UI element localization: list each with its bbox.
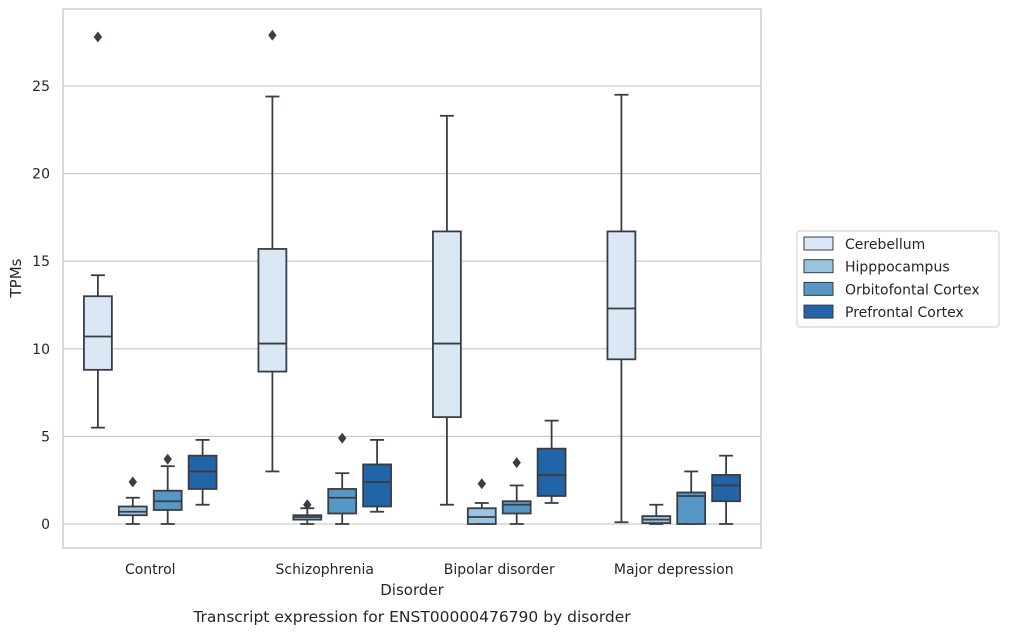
- legend: Cerebellum Hipppocampus Orbitofontal Corte…: [796, 230, 1000, 328]
- outlier-point: [512, 457, 521, 469]
- box-cerebellum: [257, 29, 288, 473]
- box-prefrontal-cortex: [187, 439, 218, 506]
- chart-caption: Transcript expression for ENST0000047679…: [192, 608, 631, 626]
- box-cerebellum: [606, 93, 637, 524]
- legend-swatch: [803, 259, 834, 274]
- outlier-point: [268, 29, 277, 41]
- plot-area-frame: [62, 8, 762, 549]
- outlier-point: [93, 31, 103, 43]
- iqr-box: [362, 463, 392, 508]
- x-axis-ticks: Control Schizophrenia Bipolar disorder Majo…: [125, 562, 734, 578]
- outlier-point: [303, 499, 312, 511]
- iqr-box: [676, 491, 707, 525]
- box-orbitofontal-cortex: [152, 453, 183, 525]
- iqr-box: [536, 447, 567, 497]
- box-hipppocampus: [641, 503, 672, 525]
- outlier-point: [477, 478, 486, 490]
- box-hipppocampus: [292, 499, 323, 525]
- x-tick-label: Schizophrenia: [276, 562, 374, 578]
- outlier-point: [338, 432, 347, 444]
- iqr-box: [257, 248, 288, 373]
- legend-label: Orbitofontal Cortex: [845, 282, 980, 298]
- iqr-box: [711, 474, 741, 503]
- iqr-box: [501, 500, 532, 515]
- box-cerebellum: [83, 31, 113, 429]
- legend-label: Cerebellum: [845, 237, 925, 253]
- x-tick-label: Major depression: [614, 562, 734, 578]
- y-axis-title: TPMs: [7, 258, 25, 298]
- y-tick-label: 15: [32, 254, 50, 270]
- outlier-point: [163, 453, 172, 465]
- legend-label: Prefrontal Cortex: [845, 305, 964, 321]
- y-tick-label: 0: [41, 517, 50, 533]
- legend-swatch: [803, 304, 834, 319]
- legend-swatch: [803, 281, 834, 296]
- iqr-box: [327, 488, 358, 515]
- outlier-point: [128, 476, 137, 488]
- y-tick-label: 5: [41, 429, 50, 445]
- iqr-box: [606, 230, 637, 361]
- x-tick-label: Bipolar disorder: [444, 562, 555, 578]
- box-cerebellum: [432, 114, 462, 506]
- legend-swatch: [803, 236, 834, 251]
- legend-label: Hipppocampus: [845, 260, 950, 276]
- box-hipppocampus: [117, 476, 148, 525]
- x-axis-title: Disorder: [380, 581, 444, 599]
- y-tick-label: 20: [32, 167, 50, 183]
- x-tick-label: Control: [125, 562, 176, 578]
- box-prefrontal-cortex: [536, 419, 567, 504]
- box-prefrontal-cortex: [711, 454, 741, 525]
- box-orbitofontal-cortex: [676, 470, 707, 525]
- box-orbitofontal-cortex: [327, 432, 358, 525]
- y-tick-label: 25: [32, 79, 50, 95]
- box-groups: [83, 29, 741, 525]
- box-hipppocampus: [466, 478, 497, 525]
- box-prefrontal-cortex: [362, 439, 392, 513]
- iqr-box: [83, 295, 113, 371]
- iqr-box: [432, 230, 462, 419]
- y-axis-ticks: 0 5 10 15 20 25: [32, 79, 50, 533]
- box-orbitofontal-cortex: [501, 457, 532, 525]
- y-tick-label: 10: [32, 342, 50, 358]
- legend-frame: [796, 230, 1000, 328]
